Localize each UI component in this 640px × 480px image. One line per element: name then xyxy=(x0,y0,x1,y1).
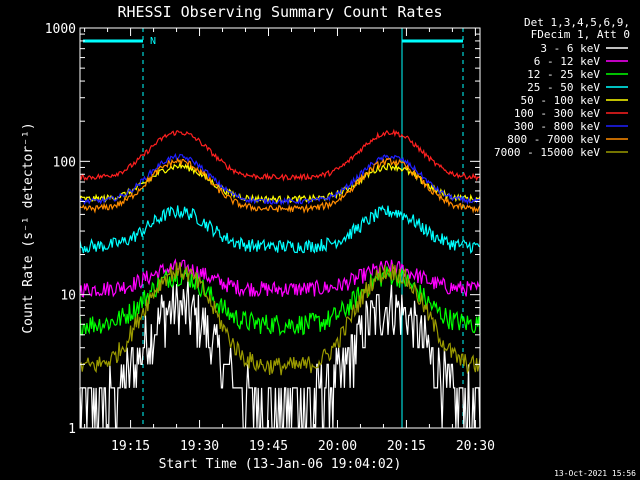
legend-label: 300 - 800 keV xyxy=(514,120,600,133)
y-tick-label: 100 xyxy=(53,155,76,170)
series-line-6-12-kev xyxy=(79,258,481,298)
legend-header-line: FDecim 1, Att 0 xyxy=(531,28,630,41)
night-marker-label: N xyxy=(150,36,156,47)
x-tick-label: 19:15 xyxy=(111,439,150,454)
plot-frame xyxy=(79,27,481,429)
y-axis: 1 10 100 1000 xyxy=(45,22,480,437)
x-tick-label: 20:30 xyxy=(456,439,495,454)
x-axis: 19:15 19:30 19:45 20:00 20:15 20:30 xyxy=(84,28,495,454)
series-line-100-300-kev xyxy=(79,128,481,182)
legend-label: 12 - 25 keV xyxy=(527,68,600,81)
night-markers: N xyxy=(83,28,464,428)
legend: Det 1,3,4,5,6,9,FDecim 1, Att 03 - 6 keV… xyxy=(494,16,630,159)
legend-label: 800 - 7000 keV xyxy=(507,133,600,146)
series-layer xyxy=(79,128,481,429)
plot-timestamp: 13-Oct-2021 15:56 xyxy=(554,469,636,478)
legend-label: 3 - 6 keV xyxy=(540,42,600,55)
x-tick-label: 20:00 xyxy=(318,439,357,454)
x-tick-label: 19:45 xyxy=(249,439,288,454)
x-tick-label: 20:15 xyxy=(387,439,426,454)
legend-label: 100 - 300 keV xyxy=(514,107,600,120)
series-line-7000-15000-kev xyxy=(79,262,481,376)
legend-label: 25 - 50 keV xyxy=(527,81,600,94)
series-line-25-50-kev xyxy=(79,204,481,254)
y-tick-label: 1 xyxy=(68,422,76,437)
legend-label: 7000 - 15000 keV xyxy=(494,146,600,159)
legend-label: 50 - 100 keV xyxy=(521,94,601,107)
chart-title: RHESSI Observing Summary Count Rates xyxy=(117,3,442,21)
y-tick-label: 10 xyxy=(60,289,76,304)
series-line-12-25-kev xyxy=(79,266,481,337)
x-tick-label: 19:30 xyxy=(180,439,219,454)
legend-header-line: Det 1,3,4,5,6,9, xyxy=(524,16,630,29)
series-line-800-7000-kev xyxy=(79,157,481,214)
x-axis-label: Start Time (13-Jan-06 19:04:02) xyxy=(159,457,402,472)
y-tick-label: 1000 xyxy=(45,22,76,37)
y-axis-label: Count Rate (s⁻¹ detector⁻¹) xyxy=(21,122,36,333)
legend-label: 6 - 12 keV xyxy=(534,55,601,68)
